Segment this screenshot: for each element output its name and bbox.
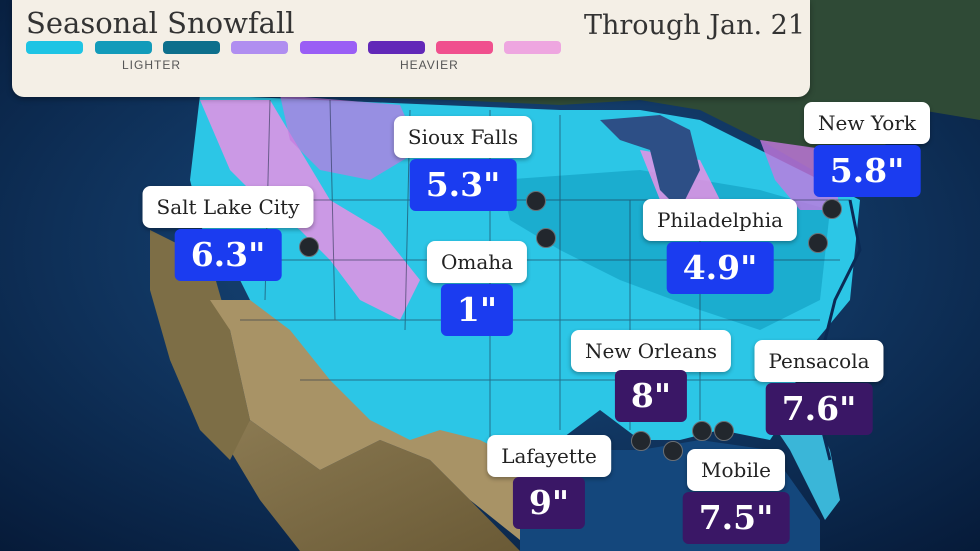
city-marker-lafayette[interactable] — [631, 431, 651, 451]
legend-swatch — [368, 41, 425, 54]
city-label-new-york: New York — [804, 102, 930, 144]
city-label-sioux-falls: Sioux Falls — [393, 116, 533, 158]
legend-date: Through Jan. 21 — [584, 10, 806, 41]
legend-swatch — [26, 41, 83, 54]
snowfall-amount-sioux-falls: 5.3" — [409, 159, 517, 211]
city-marker-pensacola[interactable] — [714, 421, 734, 441]
legend-swatch — [300, 41, 357, 54]
city-marker-omaha[interactable] — [536, 228, 556, 248]
snowfall-amount-philadelphia: 4.9" — [666, 242, 774, 294]
legend-title: Seasonal Snowfall — [26, 6, 295, 40]
legend-swatch — [231, 41, 288, 54]
city-marker-new-york[interactable] — [822, 199, 842, 219]
city-marker-sioux-falls[interactable] — [526, 191, 546, 211]
snowfall-amount-lafayette: 9" — [512, 477, 586, 529]
snow-heavy-north — [280, 95, 420, 180]
florida — [770, 410, 840, 520]
west-land — [150, 230, 250, 460]
legend-panel: Seasonal Snowfall Through Jan. 21 LIGHTE… — [12, 0, 810, 97]
snowfall-amount-pensacola: 7.6" — [765, 383, 873, 435]
city-label-mobile: Mobile — [687, 449, 785, 491]
city-marker-mobile[interactable] — [692, 421, 712, 441]
city-label-omaha: Omaha — [426, 241, 528, 283]
snowfall-amount-new-york: 5.8" — [813, 145, 921, 197]
southwest-land — [210, 300, 520, 540]
city-label-philadelphia: Philadelphia — [642, 199, 798, 241]
snowfall-amount-omaha: 1" — [440, 284, 514, 336]
city-marker-new-orleans[interactable] — [663, 441, 683, 461]
mexico-land — [230, 420, 520, 551]
city-label-lafayette: Lafayette — [487, 435, 611, 477]
great-lakes — [600, 115, 700, 210]
legend-heavier-label: HEAVIER — [400, 58, 459, 72]
legend-lighter-label: LIGHTER — [122, 58, 182, 72]
legend-swatch — [95, 41, 152, 54]
legend-swatch — [504, 41, 561, 54]
city-label-salt-lake-city: Salt Lake City — [142, 186, 314, 228]
city-label-new-orleans: New Orleans — [570, 330, 732, 372]
snowfall-amount-mobile: 7.5" — [682, 492, 790, 544]
city-label-pensacola: Pensacola — [754, 340, 884, 382]
legend-swatch — [436, 41, 493, 54]
city-marker-philadelphia[interactable] — [808, 233, 828, 253]
legend-swatch — [163, 41, 220, 54]
snowfall-amount-new-orleans: 8" — [614, 370, 688, 422]
snowfall-amount-salt-lake-city: 6.3" — [174, 229, 282, 281]
city-marker-salt-lake-city[interactable] — [299, 237, 319, 257]
